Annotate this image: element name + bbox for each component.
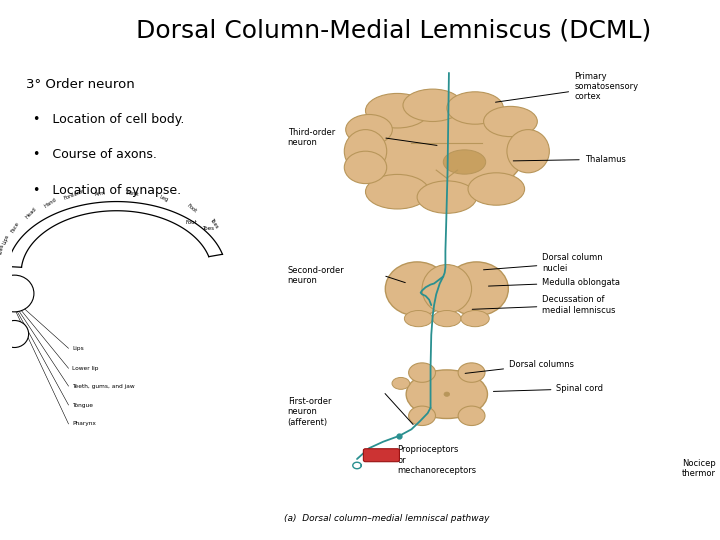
Text: •   Location of cell body.: • Location of cell body. xyxy=(33,113,184,126)
Text: 3° Order neuron: 3° Order neuron xyxy=(26,78,135,91)
Ellipse shape xyxy=(409,363,436,382)
Ellipse shape xyxy=(0,321,29,348)
Text: Foot: Foot xyxy=(186,220,198,225)
Text: Forearm: Forearm xyxy=(63,188,86,201)
Ellipse shape xyxy=(403,89,462,122)
Text: Second-order
neuron: Second-order neuron xyxy=(288,266,344,285)
Text: Trunk: Trunk xyxy=(125,190,140,197)
Text: Decussation of
medial lemniscus: Decussation of medial lemniscus xyxy=(472,295,616,315)
Ellipse shape xyxy=(409,406,436,426)
Text: Toes: Toes xyxy=(0,243,5,255)
Text: Lips: Lips xyxy=(2,234,11,245)
Ellipse shape xyxy=(346,114,392,145)
Text: Primary
somatosensory
cortex: Primary somatosensory cortex xyxy=(495,71,638,102)
Ellipse shape xyxy=(445,262,508,316)
Text: Tongue: Tongue xyxy=(72,402,93,408)
Text: Dorsal Column-Medial Lemniscus (DCML): Dorsal Column-Medial Lemniscus (DCML) xyxy=(136,19,652,43)
Ellipse shape xyxy=(422,265,472,313)
Text: Third-order
neuron: Third-order neuron xyxy=(288,128,335,147)
Text: Spinal cord: Spinal cord xyxy=(493,384,603,393)
Ellipse shape xyxy=(433,310,461,327)
Ellipse shape xyxy=(461,310,490,327)
Ellipse shape xyxy=(417,181,477,213)
Ellipse shape xyxy=(369,104,525,198)
Text: Lower lip: Lower lip xyxy=(72,366,99,371)
Ellipse shape xyxy=(0,275,34,312)
Ellipse shape xyxy=(406,370,487,418)
Ellipse shape xyxy=(444,150,486,174)
Text: Head: Head xyxy=(24,207,37,220)
Ellipse shape xyxy=(366,174,429,209)
Ellipse shape xyxy=(344,130,387,173)
Ellipse shape xyxy=(468,173,525,205)
Text: Dorsal column
nuclei: Dorsal column nuclei xyxy=(484,253,603,273)
Text: Hand: Hand xyxy=(44,197,58,209)
Text: •   Location of synapse.: • Location of synapse. xyxy=(33,184,181,197)
Text: Lips: Lips xyxy=(72,346,84,351)
Ellipse shape xyxy=(444,392,450,396)
Text: •   Course of axons.: • Course of axons. xyxy=(33,148,157,161)
Text: Thalamus: Thalamus xyxy=(513,155,626,164)
Text: First-order
neuron
(afferent): First-order neuron (afferent) xyxy=(288,397,331,427)
Text: Nocicep
thermor: Nocicep thermor xyxy=(682,458,716,478)
Ellipse shape xyxy=(507,130,549,173)
Text: Face: Face xyxy=(10,221,20,234)
Text: Pharynx: Pharynx xyxy=(72,421,96,427)
Ellipse shape xyxy=(385,262,449,316)
Text: (a)  Dorsal column–medial lemniscal pathway: (a) Dorsal column–medial lemniscal pathw… xyxy=(284,514,490,523)
Ellipse shape xyxy=(344,151,387,184)
FancyBboxPatch shape xyxy=(364,449,400,462)
Ellipse shape xyxy=(484,106,537,137)
Ellipse shape xyxy=(458,406,485,426)
Ellipse shape xyxy=(458,363,485,382)
Ellipse shape xyxy=(405,310,433,327)
Text: Foot: Foot xyxy=(186,202,198,214)
Text: Toes: Toes xyxy=(202,226,215,231)
Text: Teeth, gums, and jaw: Teeth, gums, and jaw xyxy=(72,383,135,389)
Ellipse shape xyxy=(447,92,503,124)
Text: Proprioceptors
or
mechanoreceptors: Proprioceptors or mechanoreceptors xyxy=(397,445,477,475)
Text: Leg: Leg xyxy=(159,194,169,202)
Text: Dorsal columns: Dorsal columns xyxy=(465,360,574,373)
Ellipse shape xyxy=(392,377,410,389)
Ellipse shape xyxy=(366,93,429,128)
Text: Medulla oblongata: Medulla oblongata xyxy=(488,278,620,287)
Text: Arm: Arm xyxy=(94,190,106,197)
Text: Toes: Toes xyxy=(209,217,220,230)
